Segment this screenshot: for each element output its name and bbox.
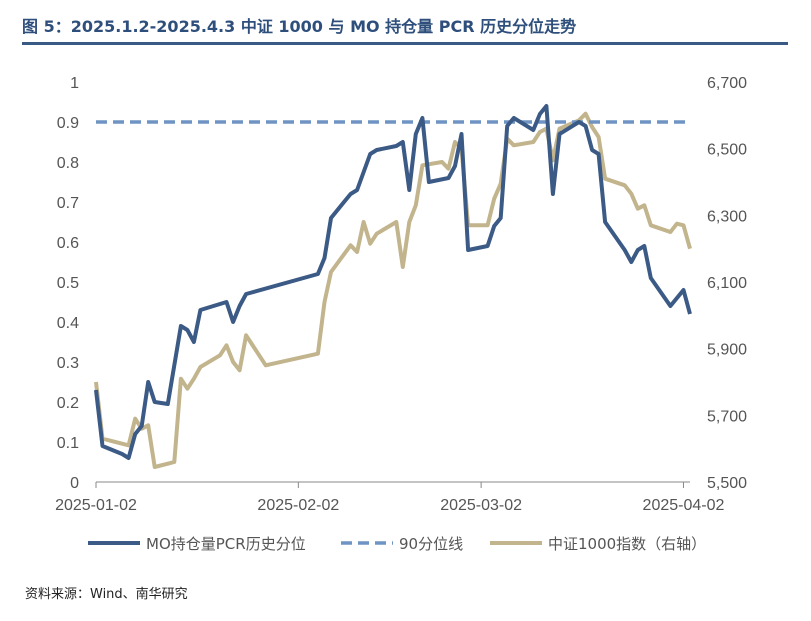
y-left-tick-label: 0.4 [57,315,79,332]
title-divider [22,42,788,45]
y-right-tick-label: 5,900 [707,342,747,359]
x-tick-label: 2025-03-02 [440,497,522,514]
y-left-tick-label: 0 [70,475,79,492]
y-right-tick-label: 6,500 [707,142,747,159]
y-left-tick-label: 1 [70,75,79,92]
y-left-tick-label: 0.2 [57,395,79,412]
x-tick-label: 2025-02-02 [257,497,339,514]
x-tick-label: 2025-04-02 [643,497,725,514]
y-right-ticks: 5,500 5,700 5,900 6,100 6,300 6,500 6,700 [707,75,747,492]
csi1000-index-line [94,111,692,469]
y-left-tick-label: 0.7 [57,195,79,212]
y-right-tick-label: 5,700 [707,408,747,425]
y-left-tick-label: 0.1 [57,435,79,452]
y-left-tick-label: 0.5 [57,275,79,292]
plot-series [94,104,692,469]
y-left-tick-label: 0.9 [57,115,79,132]
y-right-tick-label: 6,100 [707,275,747,292]
legend: MO持仓量PCR历史分位 90分位线 中证1000指数（右轴） [88,535,706,553]
legend-label: 90分位线 [399,535,463,553]
y-right-tick-label: 5,500 [707,475,747,492]
y-left-tick-label: 0.8 [57,155,79,172]
pcr-percentile-line [94,104,692,460]
legend-label: 中证1000指数（右轴） [548,535,706,553]
y-left-tick-label: 0.6 [57,235,79,252]
figure-title: 图 5：2025.1.2-2025.4.3 中证 1000 与 MO 持仓量 P… [22,17,577,36]
x-tick-label: 2025-01-02 [55,497,137,514]
legend-label: MO持仓量PCR历史分位 [146,535,306,553]
x-axis: 2025-01-02 2025-02-02 2025-03-02 2025-04-02 [55,481,725,514]
y-right-tick-label: 6,700 [707,75,747,92]
chart: 0 0.1 0.2 0.3 0.4 0.5 0.6 0.7 0.8 0.9 1 5,500 5,700… [55,75,747,553]
y-left-ticks: 0 0.1 0.2 0.3 0.4 0.5 0.6 0.7 0.8 0.9 1 [57,75,79,492]
source-note: 资料来源：Wind、南华研究 [25,587,188,602]
y-right-tick-label: 6,300 [707,208,747,225]
y-left-tick-label: 0.3 [57,355,79,372]
